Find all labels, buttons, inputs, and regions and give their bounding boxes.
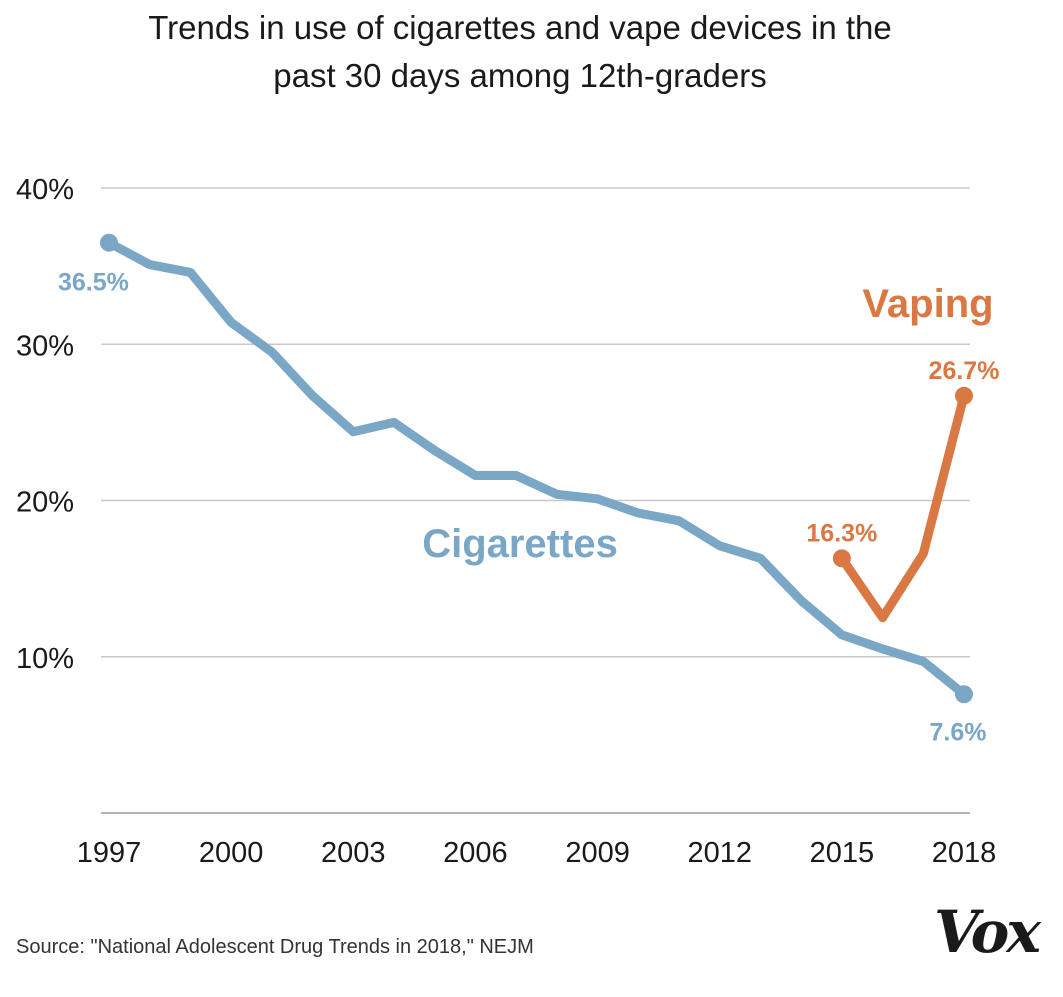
- data-point-vaping-2018: [955, 386, 973, 405]
- x-tick-label: 2015: [810, 837, 875, 869]
- x-tick-label: 2012: [687, 837, 752, 869]
- x-tick-label: 2009: [565, 837, 630, 869]
- series-label-cigarettes: Cigarettes: [422, 522, 618, 566]
- chart-title-line2: past 30 days among 12th-graders: [273, 57, 767, 94]
- chart-title-line1: Trends in use of cigarettes and vape dev…: [148, 9, 892, 46]
- data-point-cigarettes-2018: [955, 685, 973, 704]
- chart-title: Trends in use of cigarettes and vape dev…: [60, 4, 980, 100]
- x-tick-label: 2000: [199, 837, 264, 869]
- data-point-cigarettes-1997: [100, 233, 118, 252]
- series-line-cigarettes: [104, 238, 969, 699]
- x-tick-label: 2006: [443, 837, 508, 869]
- data-label-vaping-2018: 26.7%: [929, 357, 1000, 385]
- y-tick-label: 30%: [16, 330, 74, 362]
- vox-logo: Vox: [934, 898, 1041, 966]
- x-tick-label: 2018: [932, 837, 997, 869]
- source-note: Source: "National Adolescent Drug Trends…: [16, 936, 534, 958]
- y-tick-label: 10%: [16, 643, 74, 675]
- data-label-cigarettes-1997: 36.5%: [58, 269, 129, 297]
- y-tick-label: 40%: [16, 174, 74, 206]
- y-tick-label: 20%: [16, 487, 74, 519]
- data-point-vaping-2015: [832, 549, 851, 568]
- x-tick-label: 1997: [77, 837, 142, 869]
- series-label-vaping: Vaping: [862, 282, 993, 326]
- x-tick-label: 2003: [321, 837, 386, 869]
- series-line-vaping: [837, 391, 969, 623]
- data-label-cigarettes-2018: 7.6%: [930, 718, 987, 746]
- data-label-vaping-2015: 16.3%: [806, 519, 877, 547]
